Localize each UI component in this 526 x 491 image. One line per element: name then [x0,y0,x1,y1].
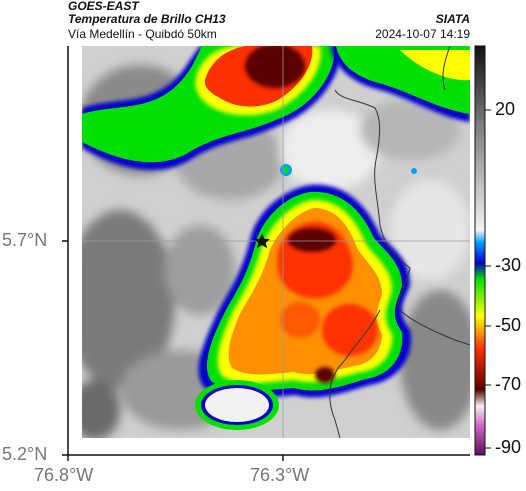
satellite-source: GOES-EAST [68,0,139,13]
convective-cell-main [198,184,411,399]
colorbar [474,45,491,456]
datetime-label: 2024-10-07 14:19 [375,27,470,41]
brightness-temperature-map [82,46,470,438]
boundary-line [334,89,470,346]
star-icon [253,233,271,249]
convective-cell-north [82,46,341,170]
product-title: Temperatura de Brillo CH13 [68,12,226,26]
colorbar-tick-label: -90 [495,437,522,457]
colorbar-tick-label: -30 [495,255,522,275]
location-subtitle: Vía Medellín - Quibdó 50km [68,27,217,41]
clear-hole [195,380,279,430]
convective-cell-northeast [330,46,470,122]
boundary-line [329,309,381,438]
colorbar-tick-label: -50 [495,315,522,335]
colorbar-tick-label: 20 [495,99,516,119]
lon-tick-label: 76.3°W [250,465,310,485]
lon-tick-label: 76.8°W [34,465,94,485]
colorbar-tick-label: -70 [495,374,522,394]
agency-label: SIATA [435,12,470,26]
lat-tick-label: 5.7°N [2,230,48,250]
lat-tick-label: 5.2°N [2,444,48,464]
